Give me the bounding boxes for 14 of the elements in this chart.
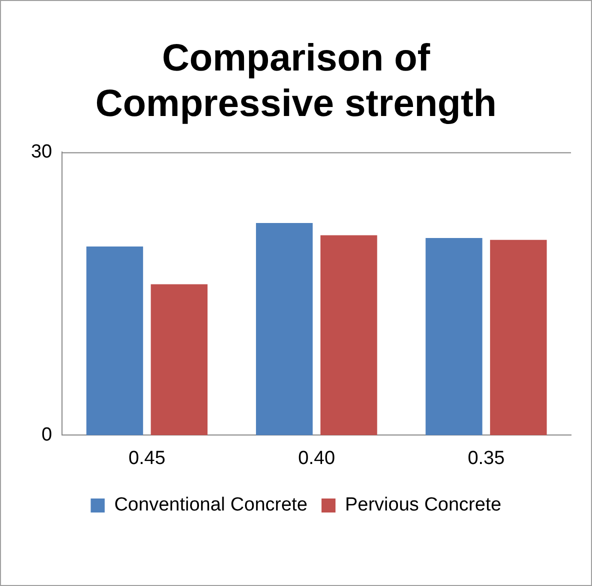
x-tick-label: 0.35 bbox=[468, 448, 505, 469]
bar bbox=[320, 235, 378, 436]
y-tick-label: 30 bbox=[30, 141, 52, 162]
y-tick-label: 0 bbox=[42, 424, 52, 446]
legend-label: Conventional Concrete bbox=[114, 494, 308, 516]
x-tick-label: 0.40 bbox=[298, 448, 336, 469]
bar bbox=[426, 238, 482, 436]
x-tick-label: 0.45 bbox=[128, 448, 166, 469]
bar bbox=[490, 240, 547, 436]
legend-label: Pervious Concrete bbox=[344, 494, 502, 516]
bar bbox=[256, 222, 313, 436]
bar bbox=[150, 284, 208, 436]
chart-title: Comparison of Compressive strength bbox=[95, 37, 497, 125]
bar bbox=[86, 246, 144, 436]
